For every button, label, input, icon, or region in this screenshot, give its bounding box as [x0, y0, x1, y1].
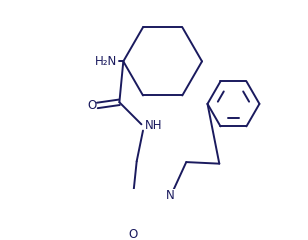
Text: O: O	[128, 228, 137, 240]
Text: N: N	[166, 189, 175, 202]
Text: O: O	[87, 99, 96, 112]
Text: NH: NH	[144, 119, 162, 132]
Text: H₂N: H₂N	[95, 55, 117, 68]
